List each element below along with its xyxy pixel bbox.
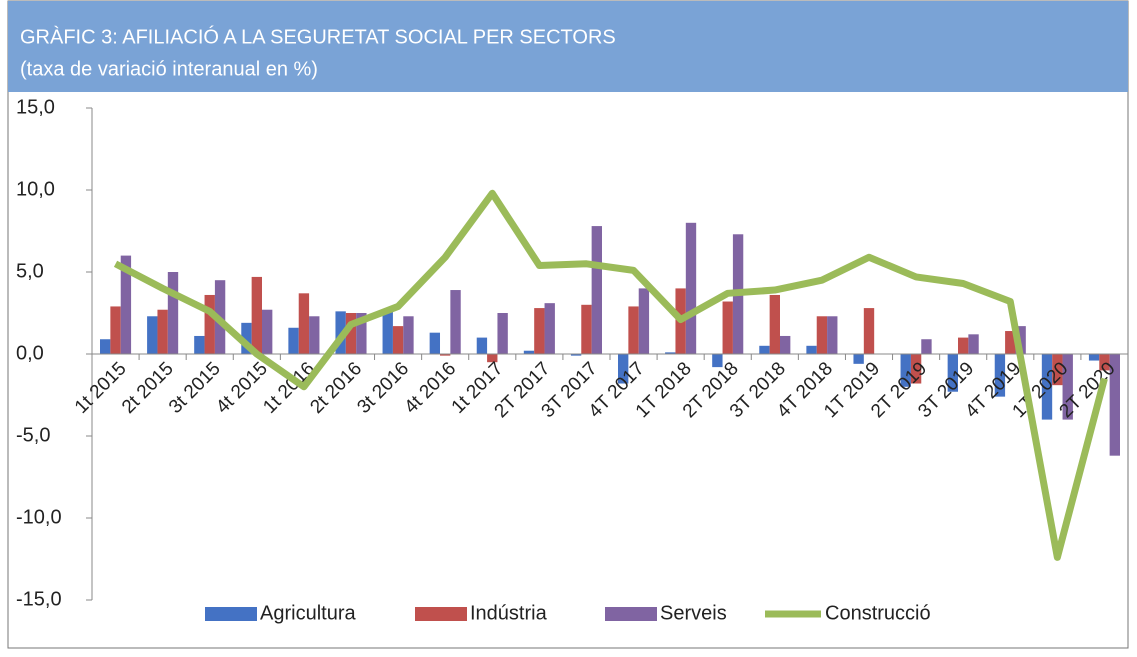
bar (853, 354, 864, 364)
bar (1041, 354, 1053, 420)
bar (110, 306, 121, 354)
bar (534, 308, 545, 354)
bar (910, 354, 922, 384)
bar (356, 313, 367, 354)
legend-swatch (415, 607, 467, 621)
bar (497, 313, 508, 354)
bar (827, 316, 838, 354)
chart-title: GRÀFIC 3: AFILIACIÓ A LA SEGURETAT SOCIA… (20, 25, 616, 48)
bar (816, 316, 828, 354)
legend-label: Serveis (660, 602, 727, 624)
bar (665, 352, 676, 354)
bar (806, 345, 817, 354)
bar (298, 293, 310, 354)
bar (450, 290, 461, 354)
bar (638, 288, 650, 354)
bar (487, 354, 498, 363)
line (113, 189, 1108, 561)
bar (523, 350, 535, 354)
bar (900, 354, 911, 387)
bar (241, 322, 252, 354)
frame (7, 0, 1129, 649)
bar (618, 354, 629, 384)
bar (722, 301, 733, 354)
bar (251, 276, 262, 354)
bar (261, 309, 273, 354)
y-tick-label: 0,0 (16, 342, 44, 364)
bar (570, 354, 582, 356)
bar (1005, 331, 1016, 354)
bar (429, 332, 441, 354)
bar (309, 316, 320, 354)
bar (194, 335, 205, 354)
bar (382, 311, 393, 354)
bar (204, 294, 215, 354)
legend-label: Agricultura (260, 602, 356, 624)
y-tick-label: -10,0 (16, 506, 62, 528)
y-tick-label: -5,0 (16, 424, 50, 446)
bar (392, 326, 404, 354)
bar (628, 306, 639, 354)
bar (1088, 354, 1100, 361)
bar (288, 327, 299, 354)
y-tick-label: 10,0 (16, 178, 55, 200)
bar (921, 339, 932, 354)
bar (958, 337, 969, 354)
bar (120, 255, 132, 354)
bar (685, 222, 697, 354)
bar (157, 309, 168, 354)
bar (591, 226, 602, 354)
bar (779, 335, 791, 354)
legend-label: Indústria (470, 602, 548, 624)
y-tick-label: 5,0 (16, 260, 44, 282)
bar (581, 304, 592, 354)
bar (759, 345, 770, 354)
bar (1062, 354, 1073, 420)
y-tick-label: -15,0 (16, 588, 62, 610)
bar (1109, 354, 1120, 456)
bar (769, 294, 780, 354)
bar (1099, 354, 1110, 371)
bar (1052, 354, 1063, 386)
bar (863, 308, 875, 354)
bar (403, 316, 414, 354)
bar (994, 354, 1006, 397)
bar (345, 313, 357, 354)
y-tick-label: 15,0 (16, 96, 55, 118)
bar (476, 337, 488, 354)
bar (440, 354, 451, 356)
legend-swatch (205, 607, 257, 621)
bar (147, 316, 158, 354)
legend-swatch (605, 607, 657, 621)
bar (947, 354, 959, 392)
legend-label: Construcció (825, 602, 931, 624)
bar (100, 339, 111, 354)
bar (167, 272, 179, 354)
header (8, 1, 1128, 92)
chart-subtitle: (taxa de variació interanual en %) (20, 58, 318, 80)
bar (544, 303, 555, 354)
bar (968, 334, 979, 354)
bar (712, 354, 723, 368)
